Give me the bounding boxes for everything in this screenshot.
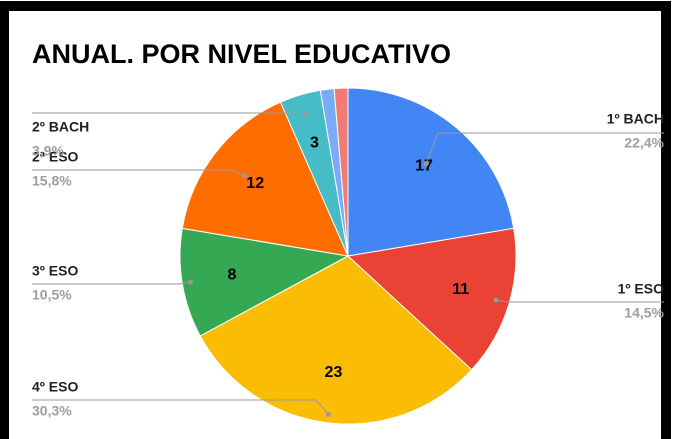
percent-label: 3,9%: [32, 143, 64, 159]
leader-dot: [325, 411, 331, 417]
slice-value: 12: [246, 175, 264, 192]
slice-value: 11: [452, 281, 469, 298]
slice-value: 17: [415, 157, 433, 174]
percent-label: 10,5%: [32, 287, 72, 303]
percent-label: 15,8%: [32, 173, 72, 189]
category-label: 1º BACH: [607, 111, 664, 127]
leader-dot: [423, 161, 429, 167]
pie-slice: [333, 87, 349, 257]
pie-slice: [346, 227, 517, 371]
leader-line: [32, 169, 245, 176]
leader-line: [425, 132, 664, 164]
slice-value: 3: [310, 135, 319, 152]
category-label: 1º ESO: [618, 281, 664, 297]
chart-title: ANUAL. POR NIVEL EDUCATIVO: [32, 39, 451, 69]
leader-line: [32, 399, 329, 415]
leader-dot: [493, 297, 499, 303]
category-label: 3º ESO: [32, 263, 78, 279]
category-label: 4º ESO: [32, 379, 78, 395]
leader-dot: [303, 111, 309, 117]
pie-slice: [199, 255, 473, 425]
pie-slice: [347, 87, 515, 257]
leader-line: [32, 112, 306, 115]
leader-dot: [188, 279, 194, 285]
pie-slice: [181, 101, 349, 257]
slice-value: 8: [228, 267, 237, 284]
leader-line: [32, 281, 191, 285]
leader-line: [496, 299, 664, 303]
leader-dot: [242, 173, 248, 179]
percent-label: 30,3%: [32, 403, 72, 419]
category-label: 2ª ESO: [32, 149, 79, 165]
percent-label: 14,5%: [624, 305, 664, 321]
category-label: 2º BACH: [32, 119, 89, 135]
percent-label: 22,4%: [624, 135, 664, 151]
slice-value: 23: [325, 364, 343, 381]
